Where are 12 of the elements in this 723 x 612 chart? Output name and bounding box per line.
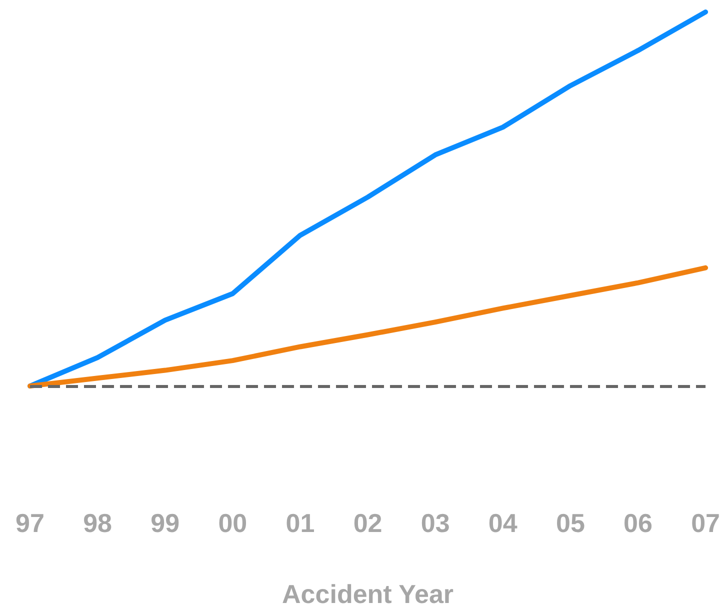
x-tick-label: 07 bbox=[691, 508, 720, 538]
x-tick-label: 99 bbox=[150, 508, 180, 538]
x-tick-label: 02 bbox=[353, 508, 382, 538]
x-tick-label: 05 bbox=[556, 508, 585, 538]
x-tick-label: 98 bbox=[83, 508, 112, 538]
x-tick-label: 06 bbox=[624, 508, 652, 538]
x-tick-label: 00 bbox=[218, 508, 248, 538]
x-tick-label: 01 bbox=[286, 508, 315, 538]
x-tick-label: 03 bbox=[420, 508, 450, 538]
x-tick-label: 04 bbox=[488, 508, 518, 538]
x-axis-title: Accident Year bbox=[282, 579, 454, 609]
x-tick-label: 97 bbox=[16, 508, 44, 538]
